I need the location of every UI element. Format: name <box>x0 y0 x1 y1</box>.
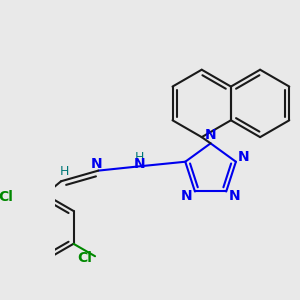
Text: H: H <box>60 165 69 178</box>
Text: Cl: Cl <box>77 251 92 265</box>
Text: N: N <box>228 189 240 203</box>
Text: N: N <box>238 150 250 164</box>
Text: Cl: Cl <box>0 190 13 204</box>
Text: N: N <box>134 158 146 171</box>
Text: N: N <box>91 158 102 171</box>
Text: H: H <box>134 151 144 164</box>
Text: N: N <box>205 128 216 142</box>
Text: N: N <box>181 189 193 203</box>
